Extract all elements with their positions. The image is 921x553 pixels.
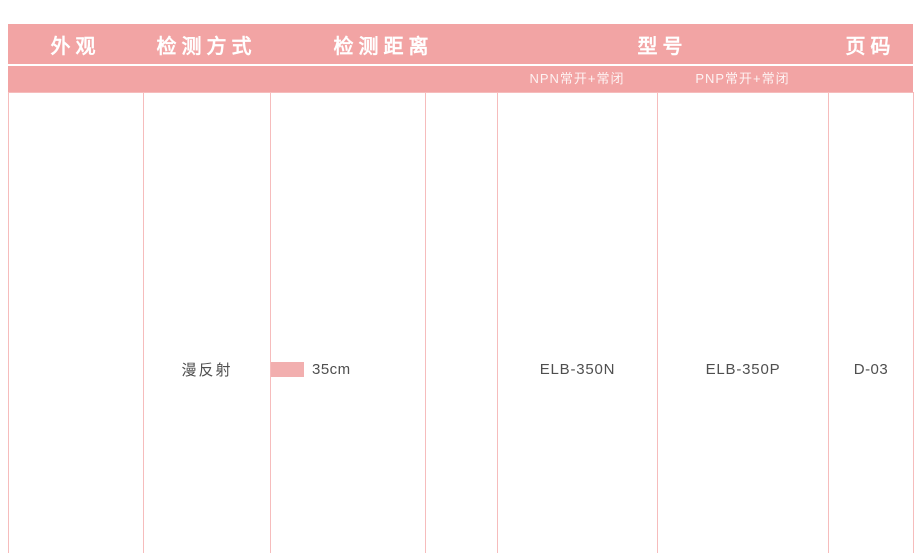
distance-label: 35cm [312, 360, 351, 378]
col-header-appearance: 外观 [50, 35, 101, 58]
appearance-cell [8, 92, 144, 553]
distance-bar [271, 361, 304, 377]
subcol-header-pnp: PNP常开+常闭 [695, 71, 790, 86]
col-header-page: 页码 [845, 35, 896, 58]
subcol-header-npn: NPN常开+常闭 [529, 71, 625, 86]
col-header-detection-method: 检测方式 [156, 35, 257, 58]
col-header-detection-distance: 检测距离 [333, 35, 434, 58]
header-main-row: 外观 检测方式 检测距离 型号 页码 [8, 24, 913, 64]
page-number: D-03 [828, 92, 914, 553]
model-pnp: ELB-350P [657, 92, 829, 553]
table-header: 外观 检测方式 检测距离 型号 页码 NPN常开+常闭 PNP常开+常闭 [8, 24, 913, 92]
model-npn: ELB-350N [497, 92, 658, 553]
detection-method: 漫反射 [143, 92, 271, 553]
distance-type [425, 92, 498, 553]
selection-table: 漫反射 35cm ELB-350N ELB-350P D-03 对射 3000c… [8, 92, 914, 553]
table-row: 漫反射 35cm ELB-350N ELB-350P D-03 [8, 92, 914, 553]
col-header-model: 型号 [637, 35, 688, 58]
header-divider [8, 64, 913, 66]
distance-cell: 35cm [270, 92, 426, 553]
header-sub-row: NPN常开+常闭 PNP常开+常闭 [8, 66, 913, 92]
